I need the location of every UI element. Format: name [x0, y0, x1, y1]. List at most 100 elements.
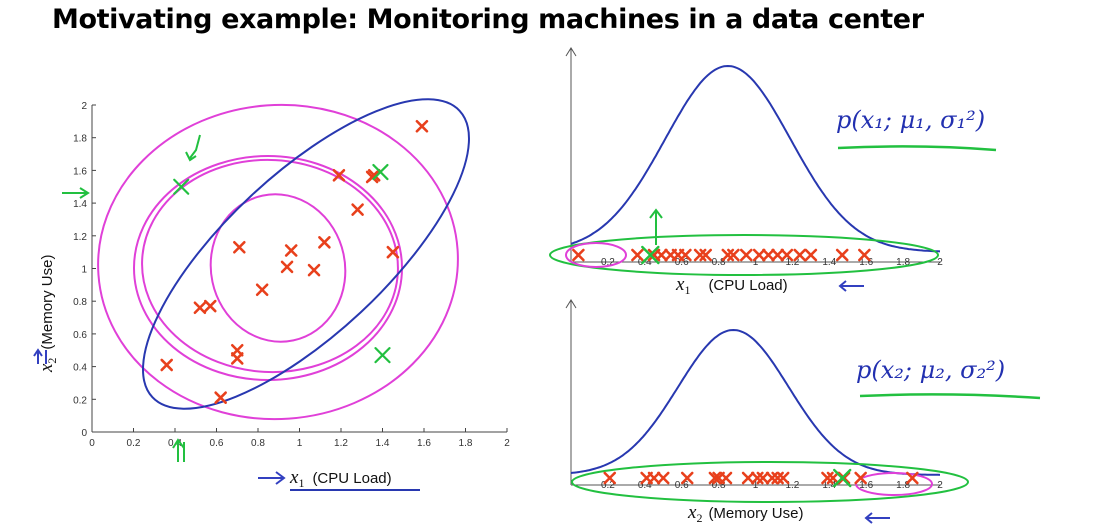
- data-mark: [837, 471, 851, 485]
- data-mark: [804, 248, 818, 262]
- x-tick-label: 1.6: [859, 480, 873, 491]
- data-point: [214, 391, 227, 404]
- x1-density-plot: 0.2 0.4 0.6 0.8 1 1.2 1.4 1.6 1.8 2 x1 (CPU Load) …: [549, 47, 997, 297]
- anomaly-point: [372, 163, 389, 181]
- x-tick-label: 1.2: [785, 257, 799, 268]
- scatter-points: [160, 119, 429, 404]
- data-point: [318, 236, 331, 249]
- top-x-label: x1 (CPU Load): [675, 274, 788, 297]
- x-tick-label: 2: [937, 480, 943, 491]
- bottom-label-arrow-icon: [864, 512, 890, 524]
- data-mark: [739, 248, 753, 262]
- data-mark: [727, 248, 740, 262]
- anomaly-point: [374, 347, 391, 364]
- x-tick-label: 1: [753, 480, 759, 491]
- data-mark: [776, 471, 790, 485]
- data-mark: [680, 471, 694, 485]
- top-data-marks: [572, 245, 871, 265]
- y-tick-label: 1.6: [73, 166, 87, 177]
- top-formula-underline: [837, 145, 997, 152]
- y-tick-label: 1.2: [73, 232, 87, 243]
- x2-density-plot: 0.2 0.4 0.6 0.8 1 1.2 1.4 1.6 1.8 2 x2 (Memory Use…: [565, 299, 1041, 524]
- x-tick-label: 0.8: [712, 257, 726, 268]
- data-mark: [780, 248, 794, 262]
- data-point: [230, 352, 244, 365]
- data-mark: [719, 471, 733, 485]
- data-mark: [858, 248, 871, 262]
- scatter-anomalies: [173, 163, 391, 364]
- data-mark: [656, 471, 670, 485]
- data-point: [415, 119, 429, 133]
- bottom-x-label: x2 (Memory Use): [687, 502, 803, 524]
- x-tick-label: 1.8: [896, 480, 910, 491]
- x-tick-label: 1.6: [859, 257, 873, 268]
- data-mark: [762, 248, 775, 262]
- x-tick-label: 0.2: [601, 257, 615, 268]
- top-formula: p(x₁; μ₁, σ₁²): [836, 106, 985, 134]
- y-tick-label: 0.2: [73, 395, 87, 406]
- data-point: [386, 245, 400, 259]
- x-tick-label: 1.4: [822, 480, 836, 491]
- data-mark: [826, 471, 840, 485]
- x-tick-label: 1: [297, 438, 303, 449]
- middle-contour: [133, 155, 403, 381]
- data-point: [160, 358, 173, 372]
- top-y-arrow-icon: [565, 47, 577, 57]
- x-tick-label: 1.6: [417, 438, 431, 449]
- x-tick-label: 1: [753, 257, 759, 268]
- x1-gaussian-curve: [570, 64, 941, 253]
- scatter-plot: 0 0.2 0.4 0.6 0.8 1 1.2 1.4 1.6 1.8 2 0 0.2 0.4 0.6 0.…: [33, 98, 510, 491]
- x-tick-label: 0.6: [210, 438, 224, 449]
- data-mark: [655, 248, 668, 262]
- scatter-y-label: x2(Memory Use): [36, 255, 59, 373]
- data-mark: [708, 471, 722, 485]
- x-tick-label: 0.6: [675, 257, 689, 268]
- data-mark: [741, 471, 755, 485]
- data-mark: [906, 471, 919, 485]
- y-label-arrow-icon: [33, 348, 47, 364]
- outer-contour: [97, 103, 459, 421]
- data-point: [284, 244, 298, 257]
- data-point: [280, 260, 294, 274]
- x-tick-label: 0.2: [127, 438, 141, 449]
- bottom-formula: p(x₂; μ₂, σ₂²): [856, 356, 1005, 384]
- correlated-ellipse: [142, 98, 470, 410]
- data-mark: [699, 248, 712, 262]
- bottom-formula-underline: [859, 393, 1041, 400]
- data-point: [203, 299, 217, 313]
- x-arrow-icon: [172, 438, 185, 462]
- data-point: [255, 283, 269, 297]
- x-tick-label: 0.8: [251, 438, 265, 449]
- y-tick-label: 2: [81, 101, 87, 112]
- top-green-enclosure: [549, 234, 939, 276]
- data-mark: [752, 248, 766, 262]
- data-mark: [679, 248, 692, 262]
- green-arrows: [62, 134, 201, 462]
- scatter-y-ticks: 0 0.2 0.4 0.6 0.8 1 1.2 1.4 1.6 1.8 2: [73, 101, 96, 439]
- top-magenta-enclosure: [565, 242, 627, 268]
- x-tick-label: 1.8: [896, 257, 910, 268]
- x-tick-label: 0.4: [638, 257, 652, 268]
- curve-arrow-icon: [185, 134, 201, 162]
- x-tick-label: 1.4: [376, 438, 390, 449]
- data-mark: [603, 471, 617, 485]
- x-tick-label: 0: [89, 438, 95, 449]
- data-point: [367, 169, 381, 182]
- x-tick-label: 0.4: [638, 480, 652, 491]
- inner-contour: [209, 193, 347, 343]
- x2-gaussian-curve: [570, 328, 941, 476]
- bottom-x-ticks: 0.2 0.4 0.6 0.8 1 1.2 1.4 1.6 1.8 2: [601, 480, 943, 491]
- data-point: [233, 240, 246, 254]
- data-point: [332, 169, 346, 182]
- y-tick-label: 1.8: [73, 134, 87, 145]
- y-arrow-icon: [62, 187, 90, 199]
- top-anomaly-arrow-icon: [649, 208, 663, 245]
- x-tick-label: 2: [937, 257, 943, 268]
- x-tick-label: 1.8: [459, 438, 473, 449]
- x-tick-label: 1.2: [334, 438, 348, 449]
- y-tick-label: 0.6: [73, 330, 87, 341]
- bottom-green-enclosure: [571, 461, 969, 503]
- top-label-arrow-icon: [838, 280, 864, 292]
- y-tick-label: 0: [81, 428, 87, 439]
